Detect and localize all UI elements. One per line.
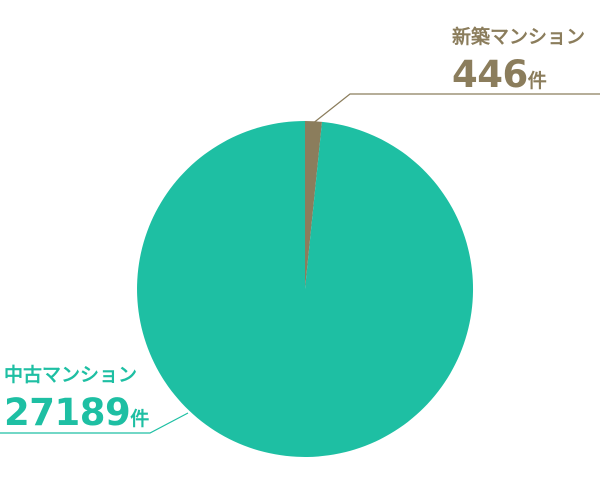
pie-slice-shinchiku <box>305 120 323 289</box>
slice-value-shinchiku: 446件 <box>452 53 547 96</box>
slice-value-number-shinchiku: 446 <box>452 53 528 96</box>
pie-slice-chuko <box>137 121 474 457</box>
pie-slices <box>137 120 474 457</box>
slice-value-number-chuko: 27189 <box>4 391 130 434</box>
leader-line-shinchiku <box>311 93 600 125</box>
slice-label-shinchiku: 新築マンション <box>452 25 585 48</box>
slice-label-chuko: 中古マンション <box>4 363 137 386</box>
slice-value-chuko: 27189件 <box>4 391 149 434</box>
slice-value-unit-shinchiku: 件 <box>528 69 547 92</box>
slice-value-unit-chuko: 件 <box>130 407 149 430</box>
leader-line-chuko <box>0 412 189 434</box>
